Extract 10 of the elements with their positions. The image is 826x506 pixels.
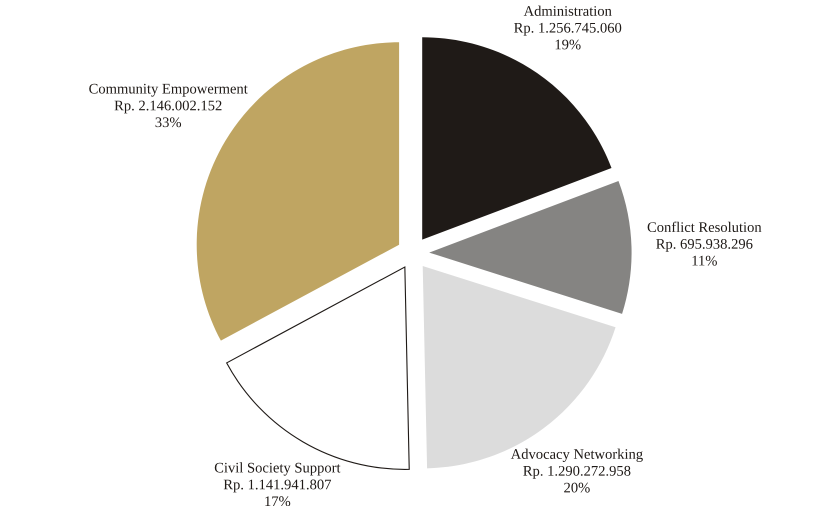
slice-label: Civil Society Support [214,462,340,476]
slice-label: Conflict Resolution [648,222,762,232]
data-label: Rp. 2.146.002.152 33% [114,100,222,128]
data-label: Rp. 695.938.296 11% [656,238,753,266]
slice-label: Administration [524,6,612,16]
data-label: Rp. 1.141.941.807 17% [224,480,332,506]
data-label: Rp. 1.256.745.060 19% [514,22,622,50]
slice-label: Advocacy Networking [510,448,643,462]
slice-label: Community Empowerment [89,84,248,97]
data-label: Rp. 1.290.272.958 20% [523,466,630,493]
